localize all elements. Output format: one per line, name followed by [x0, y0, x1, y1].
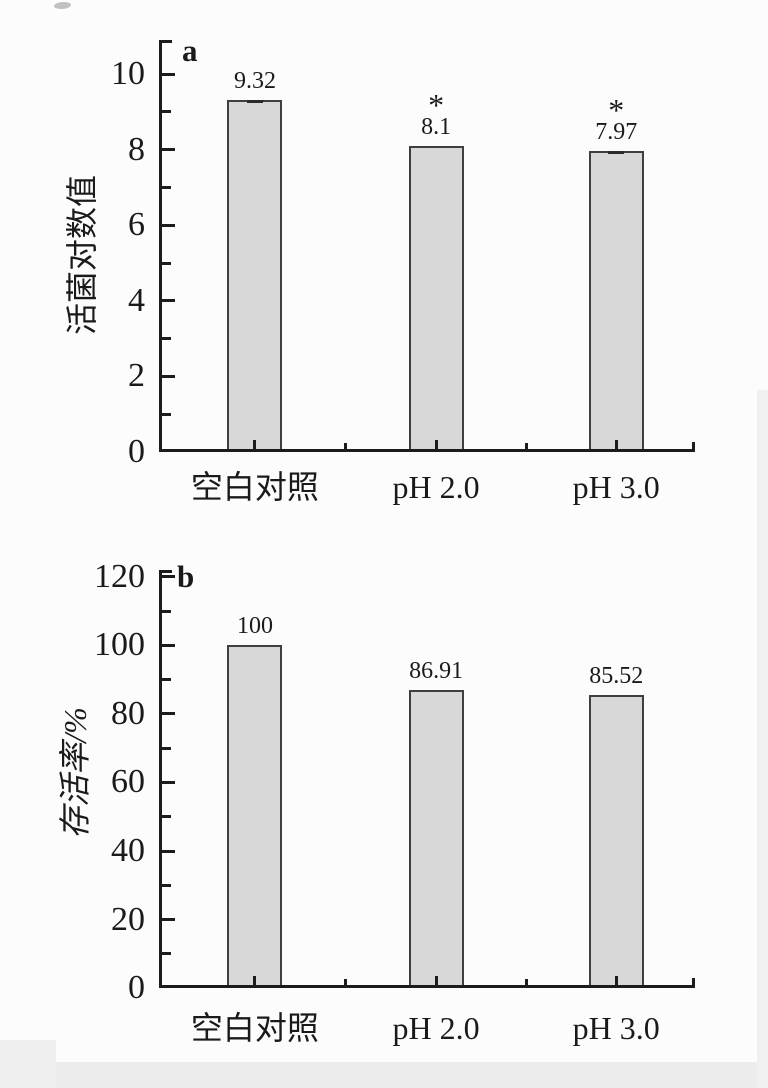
y-major-tick [162, 643, 175, 647]
scan-edge-band-bottom [0, 1062, 768, 1088]
y-axis-line [159, 40, 162, 452]
y-tick-label: 100 [94, 626, 145, 664]
y-tick-label: 0 [128, 969, 145, 1006]
y-tick-label: 120 [94, 557, 145, 595]
x-major-tick [434, 440, 438, 452]
y-axis-top-cap-tick [159, 570, 172, 573]
x-axis-line [159, 449, 695, 452]
x-major-tick [253, 440, 257, 452]
x-major-tick [614, 440, 618, 452]
y-minor-tick [162, 746, 171, 750]
y-tick-label: 8 [128, 130, 145, 168]
x-axis-end-cap-tick [692, 442, 695, 452]
significance-asterisk: * [608, 92, 625, 128]
y-tick-label: 60 [111, 763, 145, 801]
panel-a-plot-area: 9.32 8.1 * 7.97 * 0 2 4 6 8 10 [111, 40, 695, 470]
y-axis-title: 活菌对数值 [64, 174, 100, 336]
y-major-tick [162, 148, 175, 152]
y-major-tick [162, 918, 175, 921]
y-tick-label: 80 [111, 694, 145, 732]
significance-asterisk: * [428, 87, 445, 123]
x-axis-end-cap-tick [692, 978, 695, 988]
y-tick-label: 10 [111, 55, 145, 92]
bar-value-label: 100 [236, 613, 273, 639]
y-tick-label: 6 [128, 206, 145, 244]
y-major-tick [162, 780, 175, 784]
bar-value-label: 86.91 [409, 658, 464, 684]
bar-value-label: 85.52 [589, 663, 644, 689]
bar-value-label: 7.97 [595, 119, 638, 145]
y-minor-tick [162, 185, 171, 189]
bar-value-label: 9.32 [233, 68, 276, 94]
x-minor-tick [524, 443, 528, 452]
y-major-tick [162, 374, 175, 378]
y-axis-title: 存活率/% [57, 707, 93, 839]
y-major-tick [162, 72, 175, 76]
y-minor-tick [162, 609, 171, 613]
bar-1 [227, 645, 283, 988]
y-minor-tick [162, 261, 171, 265]
bar-3 [588, 151, 644, 452]
x-category-label: pH 3.0 [572, 469, 660, 505]
x-category-label: 空白对照 [190, 1010, 319, 1046]
y-minor-tick [162, 952, 171, 956]
x-major-tick [614, 976, 618, 988]
y-minor-tick [162, 883, 171, 887]
bar-1 [227, 100, 283, 452]
scan-edge-band-right [757, 390, 768, 1088]
bar-2 [408, 690, 464, 988]
y-tick-label: 40 [111, 832, 145, 869]
y-major-tick [162, 223, 175, 227]
error-bar-cap [246, 100, 263, 103]
y-tick-label: 0 [128, 433, 145, 470]
y-axis-top-cap-tick [159, 40, 172, 43]
panel-letter-b: b [177, 559, 195, 594]
y-minor-tick [162, 110, 171, 114]
x-minor-tick [524, 979, 528, 988]
y-minor-tick [162, 337, 171, 341]
x-major-tick [253, 976, 257, 988]
y-major-tick [162, 575, 175, 579]
x-category-label: pH 2.0 [392, 1010, 480, 1046]
y-major-tick [162, 299, 175, 303]
bar-value-label: 8.1 [421, 114, 452, 140]
y-tick-label: 20 [111, 900, 145, 938]
scan-edge-band-bottom-left [0, 1040, 56, 1088]
panel-b-plot-area: 100 86.91 85.52 0 20 40 60 80 100 120 [94, 558, 695, 1006]
y-axis-line [159, 570, 162, 988]
x-category-label: pH 2.0 [392, 469, 480, 505]
x-minor-tick [344, 443, 347, 452]
y-tick-label: 2 [128, 357, 145, 395]
x-minor-tick [344, 979, 347, 988]
scan-smudge-artifact [53, 1, 72, 10]
panel-letter-a: a [182, 33, 198, 68]
x-major-tick [434, 976, 438, 988]
y-major-tick [162, 712, 175, 716]
x-category-label: 空白对照 [190, 469, 319, 505]
x-axis-line [159, 985, 695, 988]
y-tick-label: 4 [128, 281, 145, 319]
bar-3 [588, 695, 644, 988]
x-category-label: pH 3.0 [572, 1010, 660, 1046]
y-major-tick [162, 849, 175, 853]
y-minor-tick [162, 678, 171, 682]
error-bar-cap [608, 151, 625, 154]
y-minor-tick [162, 815, 171, 819]
bar-2 [408, 146, 464, 452]
y-minor-tick [162, 412, 171, 416]
